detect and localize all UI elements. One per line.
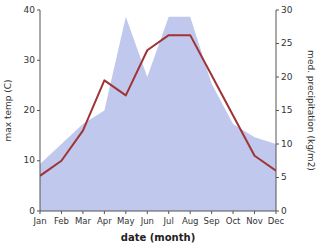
x-tick-label: Oct <box>226 216 241 226</box>
chart-container: 0 10 20 30 40 max temp (C) 0 5 10 15 20 25 30 med. pr… <box>0 0 318 247</box>
x-tick-label: Jun <box>140 216 154 226</box>
y2-tick <box>276 10 279 11</box>
line <box>40 35 276 176</box>
y2-tick-label: 5 <box>281 172 287 182</box>
x-tick-label: Apr <box>97 216 112 226</box>
y-tick-label: 30 <box>24 55 36 65</box>
y2-tick <box>276 43 279 44</box>
x-tick <box>254 211 255 214</box>
y-tick <box>37 10 40 11</box>
y2-tick <box>276 110 279 111</box>
x-tick <box>125 211 126 214</box>
y2-tick-label: 25 <box>281 38 292 48</box>
x-tick <box>190 211 191 214</box>
x-tick-label: Feb <box>54 216 69 226</box>
x-tick <box>168 211 169 214</box>
y-tick <box>37 60 40 61</box>
chart: 0 10 20 30 40 max temp (C) 0 5 10 15 20 25 30 med. pr… <box>0 0 318 247</box>
x-tick <box>40 211 41 214</box>
x-axis-label: date (month) <box>121 232 195 243</box>
y2-axis-label: med. precipitation (kg/m2) <box>306 50 316 171</box>
x-tick <box>147 211 148 214</box>
y-tick <box>37 160 40 161</box>
x-tick <box>233 211 234 214</box>
x-tick-label: Aug <box>182 216 199 226</box>
x-tick-label: May <box>117 216 135 226</box>
y2-tick-label: 20 <box>281 72 293 82</box>
x-tick <box>61 211 62 214</box>
x-tick <box>276 211 277 214</box>
y2-tick-label: 15 <box>281 105 292 115</box>
y-tick <box>37 110 40 111</box>
x-axis-line <box>40 211 276 212</box>
y2-tick <box>276 144 279 145</box>
y2-tick <box>276 177 279 178</box>
x-tick-label: Jan <box>32 216 46 226</box>
y-axis-label: max temp (C) <box>3 79 13 141</box>
x-tick <box>82 211 83 214</box>
x-tick <box>104 211 105 214</box>
y-tick-label: 10 <box>24 155 36 165</box>
y2-tick-label: 0 <box>281 206 287 216</box>
y-tick-label: 40 <box>24 5 36 15</box>
y2-tick-label: 10 <box>281 139 293 149</box>
x-tick-label: Sep <box>204 216 220 226</box>
x-tick-label: Dec <box>268 216 285 226</box>
y2-tick <box>276 77 279 78</box>
y2-tick-label: 30 <box>281 5 293 15</box>
x-tick-label: Mar <box>75 216 92 226</box>
x-tick <box>211 211 212 214</box>
plot-area <box>40 17 276 211</box>
x-tick-label: Jul <box>163 216 174 226</box>
area <box>40 17 276 211</box>
x-tick-label: Nov <box>246 216 263 226</box>
y-tick-label: 0 <box>29 206 35 216</box>
y-tick-label: 20 <box>24 105 36 115</box>
